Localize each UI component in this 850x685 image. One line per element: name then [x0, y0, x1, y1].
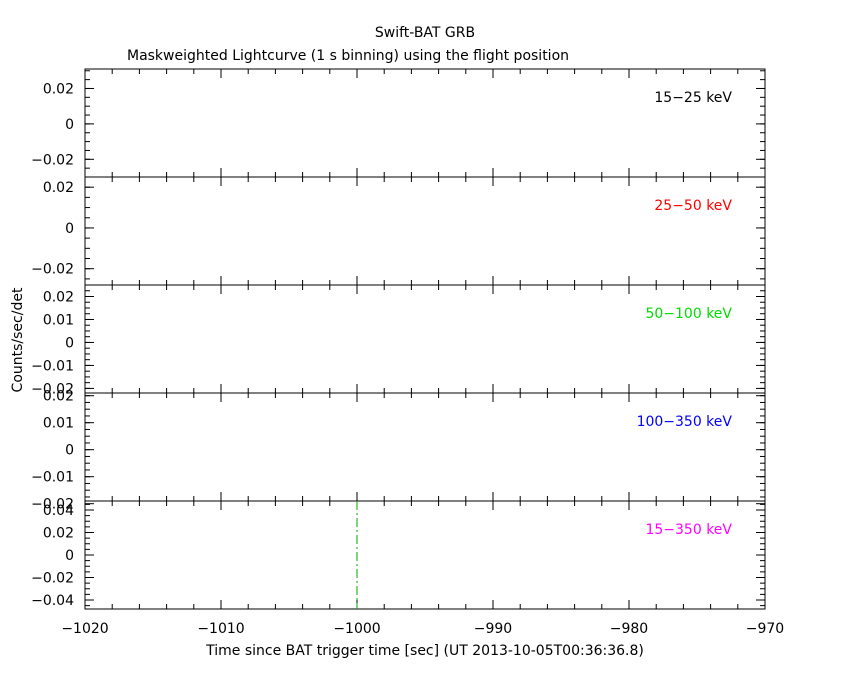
y-tick-label: 0.04	[43, 503, 74, 519]
y-tick-label: −0.01	[31, 470, 74, 486]
y-tick-label: 0.01	[43, 416, 74, 432]
panel-2: 0.02 0 −0.02 25−50 keV	[31, 176, 766, 286]
y-axis-label: Counts/sec/det	[10, 287, 26, 392]
y-tick-label: −0.02	[31, 262, 74, 278]
band-label: 25−50 keV	[654, 198, 732, 214]
y-tick-label: −0.04	[31, 593, 74, 609]
panel-frame	[84, 176, 766, 286]
y-tick-label: 0	[65, 335, 74, 351]
x-tick-label: −1010	[197, 621, 244, 637]
panel-4: 0.02 0.01 0 −0.01 −0.02 100−350 keV	[31, 389, 766, 513]
y-tick-label: −0.02	[31, 571, 74, 587]
chart-title: Swift-BAT GRB	[375, 25, 475, 41]
y-tick-label: −0.02	[31, 497, 74, 513]
x-tick-label: −990	[474, 621, 512, 637]
x-tick-label: −980	[610, 621, 648, 637]
x-tick-label: −970	[746, 621, 784, 637]
y-tick-label: 0.02	[43, 389, 74, 405]
panel-frame	[84, 68, 766, 178]
y-tick-label: 0.02	[43, 81, 74, 97]
y-tick-label: −0.02	[31, 381, 74, 397]
band-label: 50−100 keV	[645, 306, 732, 322]
panel-1: 0.02 0 −0.02 15−25 keV	[31, 68, 766, 178]
y-tick-label: 0.01	[43, 312, 74, 328]
y-tick-label: 0.02	[43, 180, 74, 196]
panel-frame	[84, 392, 766, 502]
x-tick-label: −1020	[61, 621, 108, 637]
panel-5: 0.04 0.02 0 −0.02 −0.04 15−350 keV	[31, 500, 766, 610]
band-label: 15−350 keV	[645, 522, 732, 538]
y-tick-label: 0	[65, 117, 74, 133]
x-axis-label: Time since BAT trigger time [sec] (UT 20…	[205, 643, 644, 659]
y-tick-label: 0	[65, 221, 74, 237]
y-tick-label: 0	[65, 443, 74, 459]
x-tick-label: −1000	[333, 621, 380, 637]
y-tick-label: 0.02	[43, 526, 74, 542]
chart-subtitle: Maskweighted Lightcurve (1 s binning) us…	[127, 48, 569, 64]
y-tick-label: 0	[65, 548, 74, 564]
y-tick-label: 0.02	[43, 289, 74, 305]
panel-frame	[84, 284, 766, 394]
band-label: 15−25 keV	[654, 90, 732, 106]
y-tick-label: −0.02	[31, 152, 74, 168]
y-tick-label: −0.01	[31, 358, 74, 374]
panel-3: 0.02 0.01 0 −0.01 −0.02 50−100 keV	[31, 284, 766, 397]
band-label: 100−350 keV	[637, 414, 733, 430]
